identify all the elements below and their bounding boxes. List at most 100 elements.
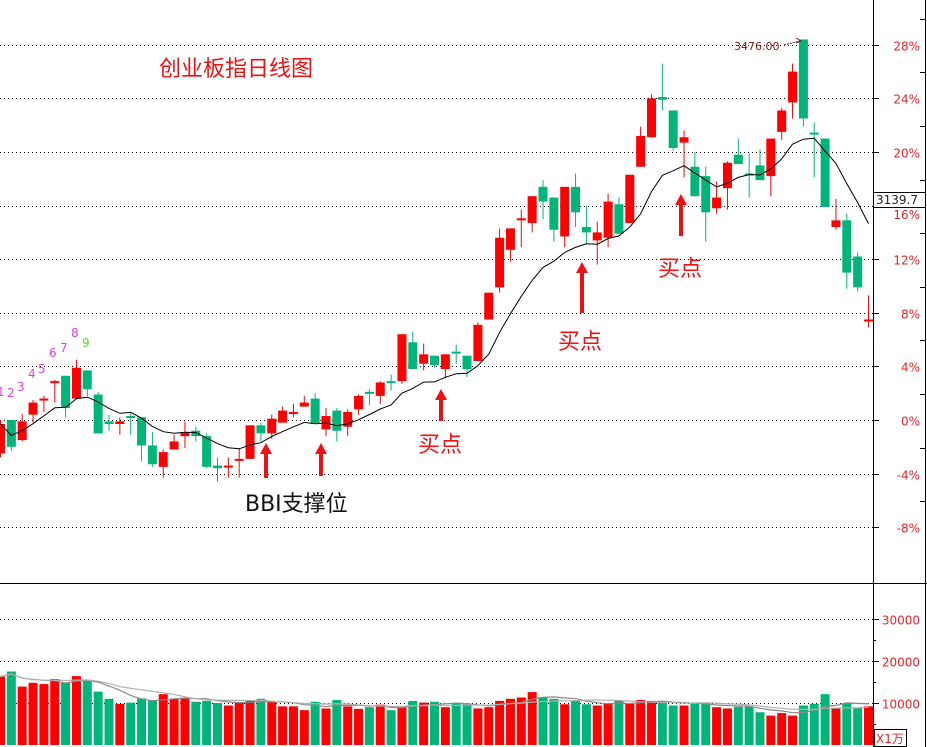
candle-body — [364, 391, 374, 394]
volume-ma-lines — [0, 673, 869, 714]
candle-body — [234, 458, 244, 461]
volume-bar — [788, 715, 798, 745]
volume-bar — [592, 705, 602, 745]
volume-bar — [809, 703, 819, 745]
candle — [614, 197, 624, 234]
candle — [864, 295, 873, 328]
candle-body — [158, 452, 168, 467]
volume-bar — [288, 706, 298, 745]
volume-bar — [766, 715, 776, 745]
candle — [93, 391, 103, 434]
candle-body — [299, 402, 309, 407]
candle-body — [788, 71, 798, 103]
volume-bar — [690, 703, 700, 745]
td-sequence: 1 2 3 4 5 6 7 8 9 — [0, 326, 90, 400]
candle — [245, 425, 255, 459]
td-count-3: 3 — [17, 380, 25, 394]
volume-bar — [625, 703, 635, 745]
volume-bar — [733, 706, 743, 745]
volume-bar — [50, 679, 60, 745]
volume-bar — [0, 676, 5, 745]
y-tick-label: 28% — [893, 40, 920, 54]
high-marker: 3476.00 — [734, 37, 803, 53]
volume-bar — [831, 708, 841, 745]
candle — [820, 138, 830, 207]
candle — [451, 344, 461, 364]
grid-lines — [0, 45, 873, 704]
up-arrow-icon — [576, 262, 588, 313]
candle-body — [169, 441, 179, 450]
candle — [39, 395, 49, 412]
volume-bar — [364, 707, 374, 745]
volume-bar — [516, 697, 526, 745]
candle — [343, 409, 353, 437]
volume-bar — [115, 703, 125, 745]
candle-body — [614, 204, 624, 234]
candle — [397, 334, 407, 384]
candle — [169, 434, 179, 450]
volume-bar — [245, 700, 255, 745]
candle-body — [527, 196, 537, 224]
candle — [842, 213, 852, 289]
candle-body — [419, 354, 429, 364]
volume-bar — [603, 703, 613, 745]
last-price-label: 3139.7 — [876, 193, 918, 207]
volume-bar — [158, 694, 168, 745]
candle-body — [39, 398, 49, 401]
candle-body — [126, 415, 136, 418]
candle — [679, 130, 689, 178]
candle — [831, 198, 841, 230]
candle — [191, 426, 201, 442]
volume-bar — [820, 694, 830, 745]
volume-bar — [93, 691, 103, 745]
td-count-6: 6 — [49, 346, 57, 360]
candle-body — [137, 417, 147, 446]
volume-bar — [538, 697, 548, 745]
candle — [408, 331, 418, 370]
candle-body — [733, 154, 743, 165]
volume-bar — [267, 701, 277, 745]
volume-bar — [321, 708, 331, 745]
candle — [473, 322, 483, 362]
volume-bar — [505, 698, 515, 745]
candle-body — [343, 411, 353, 427]
y-tick-label: 24% — [893, 93, 920, 107]
candle-body — [430, 355, 439, 366]
candle-body — [440, 354, 450, 370]
candle-body — [820, 138, 830, 207]
candle-body — [115, 421, 125, 425]
volume-bar — [581, 704, 591, 745]
volume-bar — [560, 704, 570, 745]
volume-bar — [712, 707, 722, 745]
volume-bar — [549, 698, 559, 745]
td-count-7: 7 — [60, 341, 68, 355]
y-tick-label: 20% — [893, 147, 920, 161]
candle-body — [288, 411, 298, 414]
td-count-5: 5 — [38, 362, 46, 376]
candle-body — [549, 197, 559, 230]
volume-bar — [668, 705, 678, 745]
volume-bar — [842, 703, 852, 745]
candle-body — [516, 218, 526, 221]
candle-body — [61, 375, 71, 408]
candle-body — [397, 334, 407, 382]
candle-body — [657, 97, 667, 100]
volume-bar — [299, 710, 309, 745]
candle-body — [386, 381, 396, 384]
candle-body — [766, 138, 776, 177]
volume-bar — [722, 708, 732, 745]
volume-bar — [202, 700, 212, 745]
candle — [82, 370, 92, 396]
candle-body — [603, 201, 613, 238]
volume-bar — [126, 702, 136, 745]
candle — [798, 39, 808, 127]
volume-bar — [657, 700, 667, 745]
high-marker-line — [783, 40, 801, 46]
candle-body — [6, 420, 16, 447]
high-marker-arrow-icon — [795, 37, 803, 44]
volume-bar — [430, 701, 439, 745]
candle — [180, 421, 190, 449]
candle-body — [28, 402, 38, 415]
volume-unit-label: X1万 — [876, 732, 904, 746]
volume-tick-label: 10000 — [882, 698, 920, 712]
